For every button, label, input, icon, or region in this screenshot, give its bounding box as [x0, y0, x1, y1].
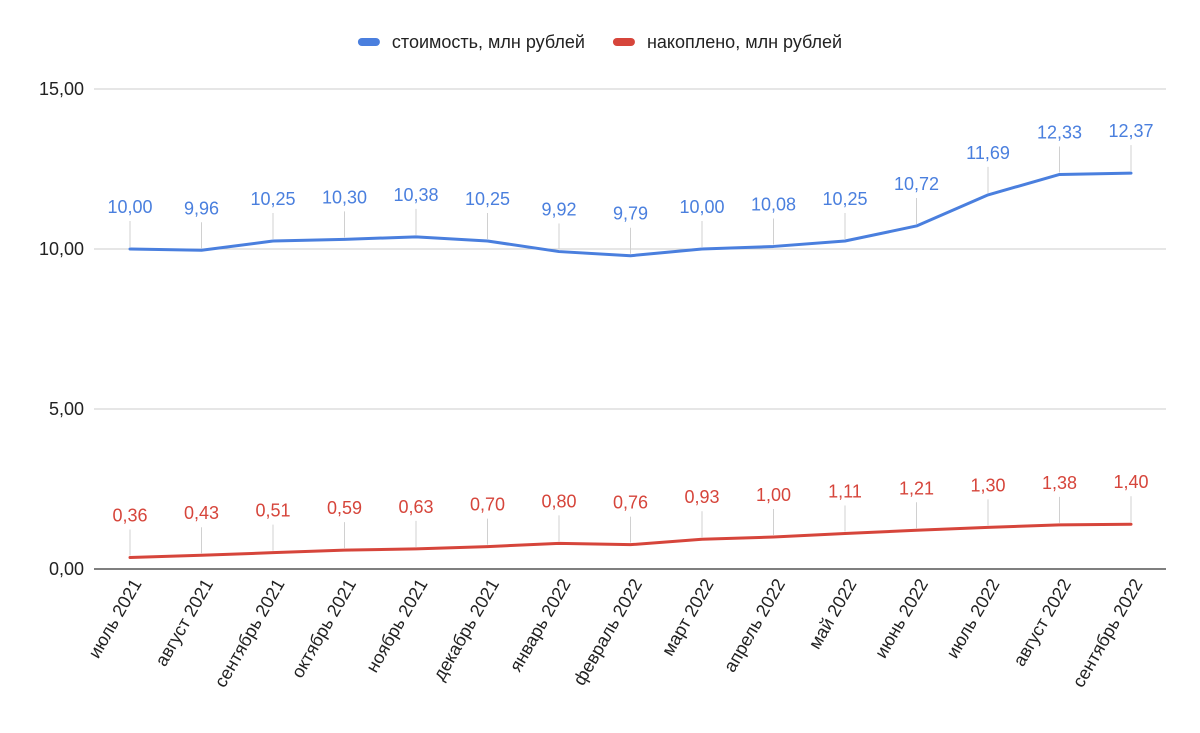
data-label: 1,30	[970, 475, 1005, 495]
x-tick-label: сентябрь 2022	[1068, 575, 1146, 690]
data-label: 0,76	[613, 493, 648, 513]
data-label: 10,38	[393, 185, 438, 205]
data-label: 0,36	[112, 505, 147, 525]
x-tick-label: май 2022	[805, 575, 861, 652]
data-label: 0,80	[541, 491, 576, 511]
x-tick-label: март 2022	[658, 575, 718, 659]
data-label: 1,40	[1113, 472, 1148, 492]
data-label: 10,25	[465, 189, 510, 209]
legend-swatch	[612, 38, 635, 46]
y-tick-label: 5,00	[49, 399, 84, 419]
y-tick-label: 0,00	[49, 559, 84, 579]
data-label: 1,21	[899, 478, 934, 498]
data-label: 10,00	[107, 197, 152, 217]
legend-label: накоплено, млн рублей	[647, 32, 842, 52]
data-label: 10,25	[250, 189, 295, 209]
x-tick-label: декабрь 2021	[429, 575, 503, 683]
data-label: 12,37	[1108, 121, 1153, 141]
x-tick-label: январь 2022	[506, 575, 575, 675]
x-tick-label: февраль 2022	[569, 575, 646, 688]
x-tick-label: ноябрь 2021	[362, 575, 432, 675]
series-line-1	[128, 522, 1133, 559]
data-label: 9,79	[613, 204, 648, 224]
series-line-0	[128, 171, 1133, 258]
data-label: 0,59	[327, 498, 362, 518]
data-label: 1,11	[828, 481, 862, 501]
data-label: 10,00	[679, 197, 724, 217]
data-label: 10,72	[894, 174, 939, 194]
series-lines	[128, 171, 1133, 559]
data-label: 10,30	[322, 187, 367, 207]
legend-item-0: стоимость, млн рублей	[357, 32, 585, 52]
data-label: 11,69	[966, 143, 1010, 163]
data-label: 9,92	[541, 200, 576, 220]
data-label: 1,00	[756, 485, 791, 505]
legend-item-1: накоплено, млн рублей	[612, 32, 842, 52]
data-label: 1,38	[1042, 473, 1077, 493]
x-tick-label: август 2022	[1009, 575, 1075, 669]
y-axis: 0,00 5,00 10,00 15,00	[39, 79, 84, 579]
x-tick-label: август 2021	[151, 575, 217, 669]
data-label: 0,93	[684, 487, 719, 507]
data-label: 0,63	[398, 497, 433, 517]
legend-swatch	[357, 38, 380, 46]
y-tick-label: 10,00	[39, 239, 84, 259]
y-tick-label: 15,00	[39, 79, 84, 99]
data-label: 9,96	[184, 198, 219, 218]
x-tick-label: сентябрь 2021	[210, 575, 288, 690]
data-label: 12,33	[1037, 122, 1082, 142]
x-tick-label: июль 2021	[84, 575, 145, 661]
label-leaders	[129, 145, 1132, 556]
x-tick-label: июль 2022	[942, 575, 1003, 661]
legend: стоимость, млн рублей накоплено, млн рубл…	[357, 32, 842, 52]
legend-label: стоимость, млн рублей	[392, 32, 585, 52]
data-label: 10,25	[822, 189, 867, 209]
data-label: 10,08	[751, 194, 796, 214]
data-labels: 10,00 9,96 10,25 10,30 10,38 10,25 9,92 9,79 10,…	[107, 121, 1153, 525]
data-label: 0,51	[255, 501, 290, 521]
x-tick-label: июнь 2022	[871, 575, 932, 661]
x-tick-label: апрель 2022	[720, 575, 789, 675]
data-label: 0,70	[470, 495, 505, 515]
data-label: 0,43	[184, 503, 219, 523]
x-tick-label: октябрь 2021	[287, 575, 360, 681]
